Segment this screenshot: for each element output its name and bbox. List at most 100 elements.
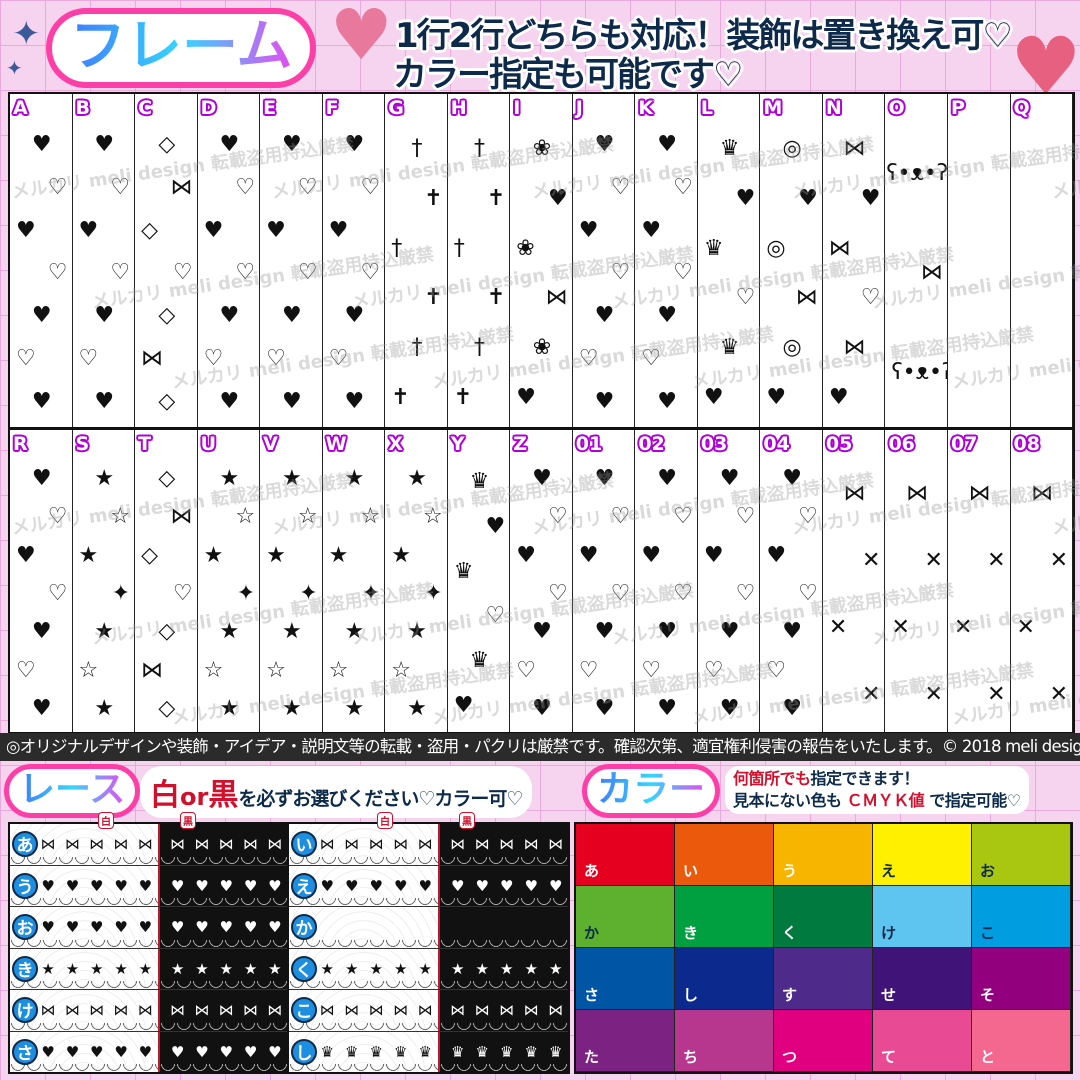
frame-option-W[interactable]: ★☆★✦★☆★W	[323, 430, 386, 732]
color-swatch-て[interactable]: て	[873, 1010, 972, 1072]
frame-option-D[interactable]: ♥♡♥♡♥♡♥D	[198, 94, 261, 427]
star-icon: ☆	[110, 506, 130, 528]
ribbon-cross-decoration-icon: ⋈✕✕✕	[1017, 460, 1069, 728]
frame-option-06[interactable]: ⋈✕✕✕06	[885, 430, 948, 732]
frame-label: W	[326, 433, 347, 455]
lace-key: さ	[12, 1039, 38, 1065]
lace-option-う[interactable]: う ♥♥♥♥♥ ♥♥♥♥♥	[10, 866, 287, 908]
frame-option-C[interactable]: ◇⋈◇♡◇⋈◇C	[135, 94, 198, 427]
frame-option-E[interactable]: ♥♡♥♡♥♡♥E	[260, 94, 323, 427]
frame-option-P[interactable]: P	[948, 94, 1011, 427]
color-swatch-た[interactable]: た	[576, 1010, 675, 1072]
lace-black-sample[interactable]: ⋈⋈⋈⋈⋈	[438, 990, 569, 1031]
color-swatch-あ[interactable]: あ	[576, 824, 675, 886]
lace-option-え[interactable]: え ♥♥♥♥♥ ♥♥♥♥♥	[289, 866, 568, 908]
lace-black-sample[interactable]: ⋈⋈⋈⋈⋈	[158, 990, 288, 1031]
color-swatch-そ[interactable]: そ	[972, 948, 1071, 1010]
crown-icon: ♥	[704, 387, 724, 409]
color-swatch-い[interactable]: い	[675, 824, 774, 886]
swatch-label: く	[782, 922, 797, 943]
star-icon: ★	[219, 468, 239, 490]
color-swatch-こ[interactable]: こ	[972, 886, 1071, 948]
color-swatch-け[interactable]: け	[873, 886, 972, 948]
color-swatch-ち[interactable]: ち	[675, 1010, 774, 1072]
or-text: or	[180, 783, 208, 811]
candy-icon: ⋈	[844, 138, 866, 160]
lace-option-か[interactable]: か	[289, 907, 568, 949]
lace-black-sample[interactable]: ♥♥♥♥♥	[158, 1032, 288, 1073]
frame-option-07[interactable]: ⋈✕✕✕07	[948, 430, 1011, 732]
lace-black-sample[interactable]: ♥♥♥♥♥	[438, 866, 569, 907]
color-swatch-く[interactable]: く	[774, 886, 873, 948]
frame-option-N[interactable]: ⋈♥⋈♡⋈♥N	[823, 94, 886, 427]
swatch-label: と	[980, 1046, 995, 1067]
frame-option-04[interactable]: ♥♡♥♡♥♡♥04	[760, 430, 823, 732]
lace-option-こ[interactable]: こ ⋈⋈⋈⋈⋈ ⋈⋈⋈⋈⋈	[289, 990, 568, 1032]
frame-option-05[interactable]: ⋈✕✕✕05	[823, 430, 886, 732]
motif-icon: ⋈	[369, 835, 384, 853]
motif-icon: ♛	[476, 1043, 489, 1061]
lace-black-sample[interactable]: ♥♥♥♥♥	[158, 866, 288, 907]
color-swatch-つ[interactable]: つ	[774, 1010, 873, 1072]
frame-option-X[interactable]: ★☆★✦★☆★X	[385, 430, 448, 732]
frame-option-02[interactable]: ♥♡♥♡♥♡♥02	[635, 430, 698, 732]
frame-option-V[interactable]: ★☆★✦★☆★V	[260, 430, 323, 732]
color-swatch-と[interactable]: と	[972, 1010, 1071, 1072]
frame-option-F[interactable]: ♥♡♥♡♥♡♥F	[323, 94, 386, 427]
motif-icon: ⋈	[114, 1001, 129, 1019]
frame-option-08[interactable]: ⋈✕✕✕08	[1011, 430, 1074, 732]
lace-option-け[interactable]: け ⋈⋈⋈⋈⋈ ⋈⋈⋈⋈⋈	[10, 990, 287, 1032]
frame-option-H[interactable]: †✝†✝†✝H	[448, 94, 511, 427]
frame-option-B[interactable]: ♥♡♥♡♥♡♥B	[73, 94, 136, 427]
color-swatch-え[interactable]: え	[873, 824, 972, 886]
frame-option-O[interactable]: ʕ•ᴥ•ʔ⋈ʕ•ᴥ•ʔO	[885, 94, 948, 427]
color-swatch-き[interactable]: き	[675, 886, 774, 948]
frame-option-Z[interactable]: ♥♡♥♡♥♡♥Z	[510, 430, 573, 732]
frame-option-I[interactable]: ❀♥❀⋈❀♥I	[510, 94, 573, 427]
frame-option-K[interactable]: ♥♡♥♡♥♡♥K	[635, 94, 698, 427]
frame-option-G[interactable]: †✝†✝†✝G	[385, 94, 448, 427]
lace-black-sample[interactable]	[438, 907, 569, 948]
heart-icon: ♥	[32, 134, 52, 156]
color-swatch-せ[interactable]: せ	[873, 948, 972, 1010]
frame-option-A[interactable]: ♥♡♥♡♥♡♥A	[10, 94, 73, 427]
lace-black-sample[interactable]: ★★★★★	[438, 949, 569, 990]
lace-option-し[interactable]: し ♛♛♛♛♛ ♛♛♛♛♛	[289, 1032, 568, 1073]
frame-option-Q[interactable]: Q	[1011, 94, 1074, 427]
heart-icon: ♥	[641, 545, 661, 567]
lace-black-sample[interactable]: ♥♥♥♥♥	[158, 907, 288, 948]
lace-black-sample[interactable]: ⋈⋈⋈⋈⋈	[438, 824, 569, 865]
color-swatch-す[interactable]: す	[774, 948, 873, 1010]
color-swatch-か[interactable]: か	[576, 886, 675, 948]
lace-black-sample[interactable]: ★★★★★	[158, 949, 288, 990]
frame-label: O	[888, 97, 904, 119]
lace-option-あ[interactable]: あ ⋈⋈⋈⋈⋈ ⋈⋈⋈⋈⋈白黒	[10, 824, 287, 866]
frame-option-03[interactable]: ♥♡♥♡♥♡♥03	[698, 430, 761, 732]
lace-option-い[interactable]: い ⋈⋈⋈⋈⋈ ⋈⋈⋈⋈⋈白黒	[289, 824, 568, 866]
color-swatch-お[interactable]: お	[972, 824, 1071, 886]
frame-option-S[interactable]: ★☆★✦★☆★S	[73, 430, 136, 732]
star-icon: ☆	[235, 506, 255, 528]
lace-black-sample[interactable]: ⋈⋈⋈⋈⋈	[158, 824, 288, 865]
ribbon-cross-icon: ✕	[925, 550, 943, 572]
motif-icon: ⋈	[170, 835, 185, 853]
frame-option-L[interactable]: ♛♥♛♡♛♥L	[698, 94, 761, 427]
frame-option-T[interactable]: ◇⋈◇♡◇⋈◇T	[135, 430, 198, 732]
frame-option-01[interactable]: ♥♡♥♡♥♡♥01	[573, 430, 636, 732]
lace-option-お[interactable]: お ♥♥♥♥♥ ♥♥♥♥♥	[10, 907, 287, 949]
motif-icon: ♥	[268, 877, 281, 895]
motif-icon: ⋈	[450, 1001, 465, 1019]
frame-option-J[interactable]: ♥♡♥♡♥♡♥J	[573, 94, 636, 427]
frame-option-R[interactable]: ♥♡♥♡♥♡♥R	[10, 430, 73, 732]
frame-option-Y[interactable]: ♛♥♛♡♛♥Y	[448, 430, 511, 732]
lace-option-さ[interactable]: さ ♥♥♥♥♥ ♥♥♥♥♥	[10, 1032, 287, 1073]
color-swatch-し[interactable]: し	[675, 948, 774, 1010]
ribbon-cross-icon: ✕	[1017, 617, 1035, 639]
color-swatch-さ[interactable]: さ	[576, 948, 675, 1010]
color-swatch-う[interactable]: う	[774, 824, 873, 886]
lace-black-sample[interactable]: ♛♛♛♛♛	[438, 1032, 569, 1073]
frame-option-U[interactable]: ★☆★✦★☆★U	[198, 430, 261, 732]
frame-option-M[interactable]: ◎♥◎⋈◎♥M	[760, 94, 823, 427]
lace-option-き[interactable]: き ★★★★★ ★★★★★	[10, 949, 287, 991]
lace-option-く[interactable]: く ★★★★★ ★★★★★	[289, 949, 568, 991]
